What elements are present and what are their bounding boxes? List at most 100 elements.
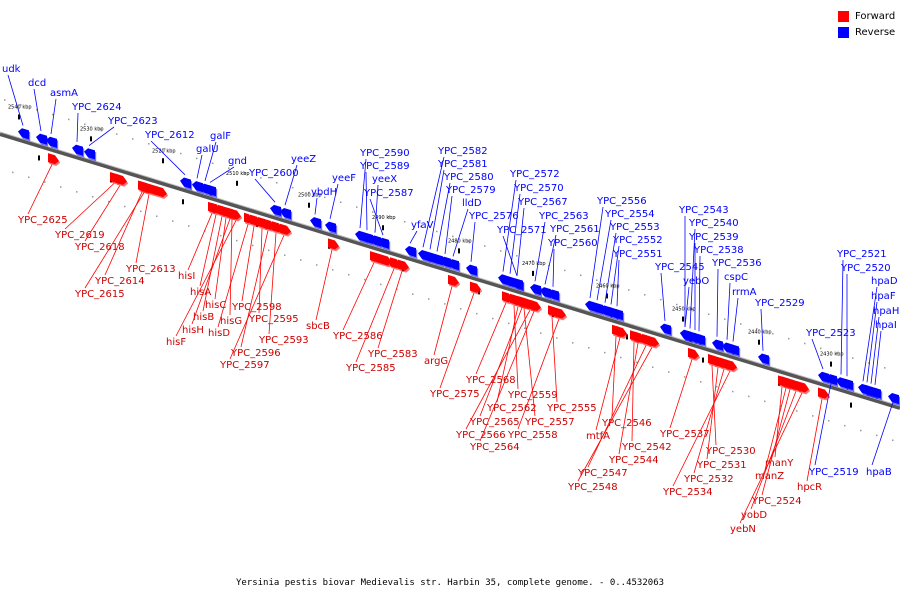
ypc-2534-leader: [672, 370, 731, 487]
ypc-2575-leader: [439, 292, 475, 389]
hpai-leader: [874, 330, 882, 385]
dcd-leader: [33, 88, 42, 132]
ypc-2555-leader: [551, 316, 558, 403]
ypc-2529-label: YPC_2529: [754, 298, 805, 309]
guide-dot: [420, 225, 422, 228]
scale-tick: [626, 334, 628, 340]
guide-dot: [388, 216, 390, 218]
hisa-leader: [199, 214, 217, 287]
ypc-2554-leader: [596, 219, 612, 301]
scale-tick: [308, 202, 310, 208]
guide-dot: [148, 143, 150, 145]
ypc-2534-gene-arrow: [726, 359, 737, 371]
ypc-2598-leader: [241, 226, 255, 302]
hpai-gene-arrow: [870, 387, 881, 399]
ypc-2537-leader: [669, 359, 693, 429]
guide-dot: [580, 274, 582, 277]
yobd-leader: [750, 390, 797, 510]
guide-dot: [324, 196, 326, 199]
guide-dot: [572, 342, 574, 344]
ypc-2547-leader: [587, 345, 647, 468]
scale-tick: [830, 361, 832, 367]
ypc-2556-label: YPC_2556: [596, 196, 647, 207]
ypc-2587-label: YPC_2587: [363, 188, 414, 199]
ypc-2580-gene-arrow: [432, 254, 443, 266]
legend-forward: Forward: [838, 8, 895, 24]
guide-dot: [172, 220, 174, 222]
guide-dot: [196, 157, 198, 160]
guide-dot: [676, 303, 678, 306]
hpad-leader: [862, 286, 878, 382]
ypc-2519-gene-arrow: [826, 374, 837, 386]
hisg-leader: [229, 219, 233, 316]
scale-label: 2440 kbp: [748, 330, 772, 336]
ypc-2597-label: YPC_2597: [219, 360, 270, 371]
guide-dot: [220, 234, 222, 237]
ypc-2582-gene-arrow: [418, 249, 429, 262]
ypc-2553-leader: [604, 232, 617, 303]
guide-dot: [668, 371, 670, 373]
ypc-2564-gene-arrow: [530, 299, 541, 311]
guide-dot: [308, 191, 310, 194]
argg-label: argG: [424, 356, 448, 367]
ypc-2583-leader: [377, 271, 403, 349]
hisd-label: hisD: [208, 328, 230, 339]
scale-tick: [702, 357, 704, 363]
guide-dot: [284, 254, 286, 256]
ypc-2613-leader: [135, 194, 150, 264]
guide-dot: [268, 249, 270, 252]
ypc-2560-label: YPC_2560: [547, 238, 598, 249]
guide-dot: [300, 259, 302, 261]
hisc-leader: [214, 217, 227, 300]
ypc-2623-leader: [88, 126, 115, 146]
rrma-leader: [732, 297, 739, 342]
guide-dot: [436, 230, 438, 233]
udk-label: udk: [2, 64, 21, 75]
ypc-2619-leader: [64, 183, 115, 230]
hisc-label: hisC: [205, 300, 226, 311]
lldd-label: lldD: [462, 198, 482, 209]
guide-dot: [340, 201, 342, 203]
ypc-2530-leader: [711, 365, 717, 446]
legend-reverse-label: Reverse: [855, 26, 896, 38]
ybdh-leader: [314, 197, 318, 215]
ypc-2590-label: YPC_2590: [359, 148, 410, 159]
guide-dot: [524, 327, 526, 330]
hpai-label: hpaI: [875, 320, 897, 331]
ypc-2568-leader: [475, 302, 507, 375]
legend-forward-label: Forward: [855, 10, 896, 22]
ypc-2548-gene-arrow: [648, 335, 659, 347]
ypc-2555-label: YPC_2555: [546, 403, 597, 414]
yeex-leader: [374, 184, 379, 233]
guide-dot: [540, 332, 542, 334]
yeez-gene-arrow: [280, 207, 291, 220]
guide-dot: [332, 269, 334, 271]
ypc-2551-leader: [616, 259, 620, 307]
yeex-gene-arrow: [370, 235, 381, 247]
hpcr-leader: [806, 398, 823, 482]
ypc-2597-gene-arrow: [280, 223, 291, 235]
hpah-leader: [870, 316, 880, 384]
ypc-2571-leader: [502, 235, 518, 276]
hisa-label: hisA: [190, 287, 211, 298]
ypc-2595-leader: [258, 228, 263, 314]
ypc-2538-leader: [698, 255, 701, 332]
ypc-2530-label: YPC_2530: [705, 446, 756, 457]
hisg-label: hisG: [220, 316, 242, 327]
hpaf-leader: [866, 301, 878, 383]
guide-dot: [252, 244, 254, 247]
ypc-2519-label: YPC_2519: [808, 467, 859, 478]
scale-tick: [236, 180, 238, 186]
guide-dot: [20, 104, 22, 106]
guide-dot: [508, 322, 510, 325]
ypc-2619-label: YPC_2619: [54, 230, 105, 241]
ypc-2572-label: YPC_2572: [509, 169, 560, 180]
guide-dot: [556, 337, 558, 339]
ypc-2613-label: YPC_2613: [125, 264, 176, 275]
ypc-2572-leader: [502, 179, 517, 272]
ypc-2579-label: YPC_2579: [445, 185, 496, 196]
ypc-2600-leader: [254, 178, 276, 203]
guide-dot: [812, 415, 814, 417]
scale-tick: [758, 339, 760, 345]
scale-label: 2430 kbp: [820, 352, 844, 358]
